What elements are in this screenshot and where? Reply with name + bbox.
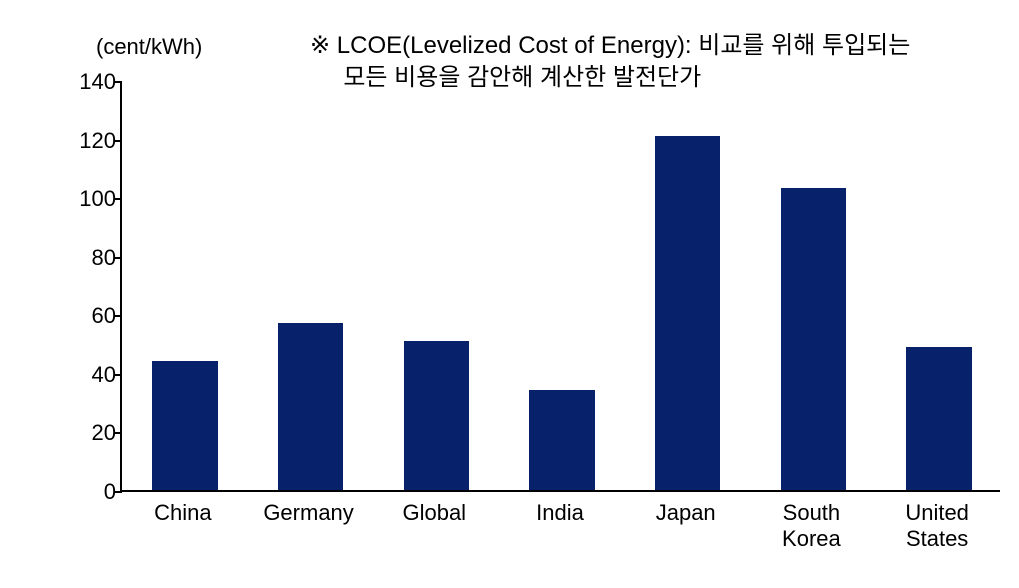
x-tick-label: Global — [371, 500, 497, 526]
y-axis-unit-label: (cent/kWh) — [96, 34, 202, 60]
lcoe-bar-chart: (cent/kWh) ※ LCOE(Levelized Cost of Ener… — [40, 20, 999, 568]
y-tick-label: 80 — [62, 245, 116, 271]
y-tick-mark — [115, 140, 122, 142]
y-tick-label: 60 — [62, 303, 116, 329]
bar — [906, 347, 971, 491]
x-tick-label: Japan — [623, 500, 749, 526]
bars-container — [122, 82, 1000, 490]
x-tick-label: China — [120, 500, 246, 526]
y-tick-label: 100 — [62, 186, 116, 212]
y-tick-mark — [115, 81, 122, 83]
bar — [655, 136, 720, 490]
bar — [278, 323, 343, 490]
y-tick-label: 140 — [62, 69, 116, 95]
x-tick-label: Germany — [246, 500, 372, 526]
y-tick-mark — [115, 315, 122, 317]
x-tick-label: South Korea — [749, 500, 875, 553]
plot-area: 020406080100120140 — [120, 82, 1000, 492]
bar — [152, 361, 217, 490]
x-tick-label: India — [497, 500, 623, 526]
bar — [781, 188, 846, 490]
y-tick-mark — [115, 198, 122, 200]
y-tick-label: 0 — [62, 479, 116, 505]
y-tick-label: 20 — [62, 420, 116, 446]
y-tick-label: 40 — [62, 362, 116, 388]
y-tick-mark — [115, 257, 122, 259]
y-tick-label: 120 — [62, 128, 116, 154]
bar — [404, 341, 469, 490]
y-tick-mark — [115, 374, 122, 376]
y-tick-mark — [115, 432, 122, 434]
x-tick-label: United States — [874, 500, 1000, 553]
y-tick-mark — [115, 491, 122, 493]
bar — [529, 390, 594, 490]
